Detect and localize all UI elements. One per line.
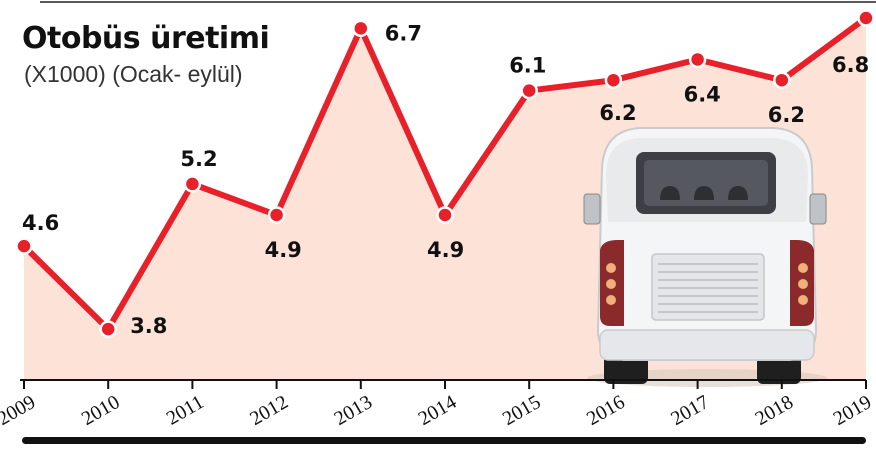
x-tick-label-2011: 2011 [163, 391, 208, 430]
data-point-2009 [15, 237, 33, 255]
bus-rear-icon [583, 127, 827, 387]
value-label-2016: 6.2 [599, 101, 636, 125]
data-point-2012 [267, 206, 286, 224]
value-label-2019: 6.8 [832, 53, 869, 77]
data-point-2015 [520, 81, 538, 100]
value-label-2013: 6.7 [385, 21, 422, 45]
data-point-2011 [183, 175, 202, 193]
x-tick-label-2014: 2014 [415, 391, 461, 430]
data-point-2018 [773, 71, 791, 89]
value-label-2014: 4.9 [427, 238, 464, 262]
x-tick-label-2009: 2009 [0, 391, 39, 430]
x-tick-label-2018: 2018 [751, 391, 797, 430]
data-point-2013 [352, 19, 370, 38]
x-tick-label-2016: 2016 [583, 391, 629, 430]
value-label-2009: 4.6 [22, 211, 59, 235]
value-label-2011: 5.2 [180, 147, 217, 171]
value-label-2010: 3.8 [130, 314, 167, 338]
value-label-2017: 6.4 [684, 82, 721, 106]
data-point-2019 [857, 9, 875, 27]
data-point-2014 [436, 206, 454, 224]
bottom-bar [22, 437, 866, 444]
chart-title: Otobüs üretimi [22, 21, 269, 56]
x-tick-label-2012: 2012 [246, 391, 292, 430]
chart-subtitle: (X1000) (Ocak- eylül) [24, 61, 243, 87]
data-point-2010 [99, 320, 117, 338]
x-tick-label-2015: 2015 [499, 391, 545, 430]
value-label-2015: 6.1 [509, 54, 546, 78]
data-point-2017 [688, 50, 707, 69]
value-label-2012: 4.9 [265, 238, 302, 262]
value-label-2018: 6.2 [768, 103, 805, 127]
data-point-2016 [604, 71, 623, 89]
x-tick-label-2019: 2019 [830, 391, 876, 430]
x-tick-label-2017: 2017 [667, 391, 713, 430]
x-tick-label-2010: 2010 [78, 391, 124, 430]
x-tick-label-2013: 2013 [330, 391, 376, 430]
